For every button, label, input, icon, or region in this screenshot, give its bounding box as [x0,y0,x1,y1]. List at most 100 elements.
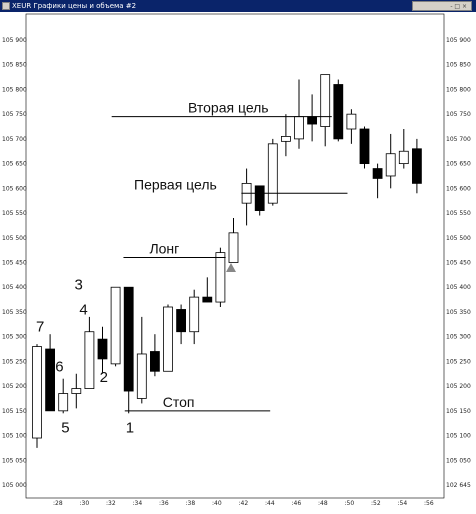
candle-body-bearish [254,185,265,211]
x-tick-label: :46 [292,500,302,507]
candle [97,326,108,374]
candle [280,114,291,157]
candle-body-bullish [84,331,95,389]
candle-body-bullish [267,143,278,204]
candle-body-bullish [346,113,357,130]
x-tick-label: :56 [424,500,434,507]
candle-body-bearish [307,116,318,125]
x-tick-label: :50 [345,500,355,507]
y-tick-label-right: 105 650 [446,161,471,168]
y-tick-label: 105 400 [2,284,27,291]
candle-body-bearish [202,296,213,303]
x-tick-label: :32 [106,500,116,507]
y-tick-label: 105 600 [2,185,27,192]
x-tick-label: :34 [133,500,143,507]
y-tick-label: 105 250 [2,358,27,365]
candle [307,94,318,142]
candle-body-bullish [163,306,173,372]
y-tick-label-right: 105 700 [446,136,471,143]
candle [84,316,95,389]
level-label: Первая цель [134,176,217,192]
y-tick-label-right: 105 600 [446,185,471,192]
candle-body-bullish [320,74,331,127]
wave-label: 3 [75,277,83,294]
y-tick-label: 105 050 [2,457,27,464]
wave-label: 4 [79,301,87,318]
candle-body-bearish [97,338,108,360]
y-tick-label-right: 105 500 [446,235,471,242]
candle [294,79,304,149]
window-controls[interactable]: - □ × [412,1,472,11]
level-label: Лонг [149,241,179,257]
y-tick-label: 105 700 [2,136,27,143]
candle [228,218,239,263]
candle [254,185,265,216]
y-tick-label-right: 105 450 [446,260,471,267]
candle [372,163,383,199]
candle [189,289,200,345]
wave-label: 5 [61,420,69,437]
x-tick-label: :30 [80,500,90,507]
y-tick-label: 105 350 [2,309,27,316]
candle [333,79,344,142]
y-tick-label-right: 102 645 [446,482,471,489]
y-tick-label-right: 105 150 [446,408,471,415]
candle-body-bullish [71,388,82,394]
x-tick-label: :38 [186,500,196,507]
candle-body-bearish [176,309,187,333]
candle-body-bullish [398,150,409,165]
x-tick-label: :54 [398,500,408,507]
y-tick-label-right: 105 550 [446,210,471,217]
candle-body-bearish [411,148,422,184]
candle [346,109,357,144]
candle [176,304,187,345]
y-tick-label-right: 105 850 [446,62,471,69]
candle [215,247,226,307]
y-axis-right: 102 645 105 050 105 100 105 150 105 200 105 2… [446,37,471,489]
candle-body-bearish [123,286,134,392]
candle [267,138,278,206]
x-axis: :28:30:32:34:36:38:40:42:44:46:48:50:52:… [53,500,434,507]
window-controls-label: - □ × [450,3,467,10]
candle-body-bullish [294,116,304,140]
y-tick-label-right: 105 350 [446,309,471,316]
candle [32,344,42,448]
candle [202,277,213,303]
y-tick-label-right: 105 400 [446,284,471,291]
y-tick-label-right: 105 100 [446,433,471,440]
candle-body-bullish [110,286,121,365]
candle [320,74,331,147]
candles [32,74,422,448]
candle-body-bullish [32,346,42,439]
candle [110,286,121,367]
wave-label: 2 [100,369,108,386]
wave-label: 7 [36,319,44,336]
levels: Вторая цель Первая цель Лонг Стоп [111,100,348,412]
y-tick-label: 105 650 [2,161,27,168]
candle-body-bearish [149,351,160,372]
candle [136,316,147,404]
candle [359,126,370,169]
y-tick-label: 105 800 [2,86,27,93]
x-tick-label: :48 [318,500,328,507]
y-tick-label: 105 450 [2,260,27,267]
candle-body-bearish [359,128,370,165]
y-tick-label: 105 150 [2,408,27,415]
candle [385,133,396,189]
candle-body-bullish [189,296,200,333]
candle-body-bearish [45,348,55,412]
y-tick-label-right: 105 050 [446,457,471,464]
candle [411,138,422,194]
y-tick-label: 105 550 [2,210,27,217]
x-tick-label: :36 [159,500,169,507]
window-title: XEUR Графики цены и объема #2 [12,2,137,10]
window-title-bar[interactable]: XEUR Графики цены и объема #2 - □ × [0,0,476,12]
y-tick-label-right: 105 300 [446,334,471,341]
x-tick-label: :28 [53,500,63,507]
y-tick-label: 105 900 [2,37,27,44]
x-tick-label: :42 [239,500,249,507]
y-tick-label: 105 500 [2,235,27,242]
candle-body-bullish [385,153,396,177]
candle-body-bullish [136,353,147,399]
